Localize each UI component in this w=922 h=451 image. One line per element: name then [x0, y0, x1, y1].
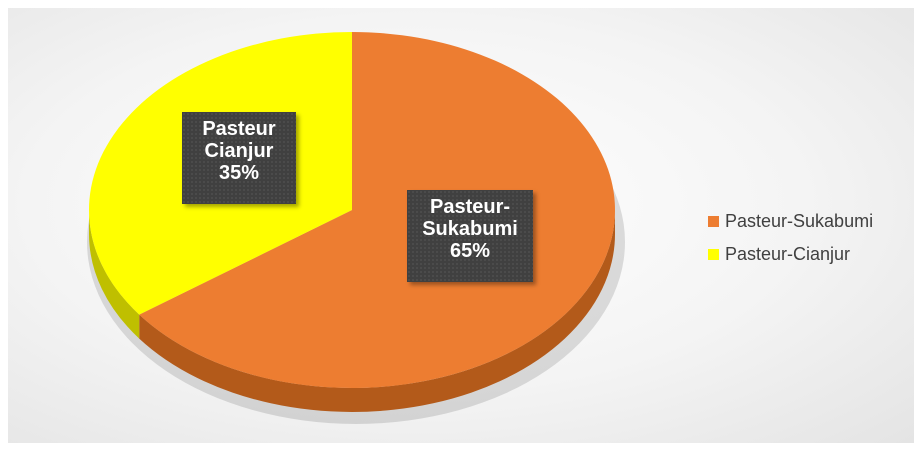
legend-swatch-cianjur	[708, 249, 719, 260]
data-label-cianjur-line-3: 35%	[218, 162, 260, 184]
data-label-sukabumi-line-3: 65%	[449, 240, 491, 262]
data-label-cianjur: Pasteur Cianjur 35%	[182, 112, 296, 204]
data-label-cianjur-line-2: Cianjur	[204, 140, 274, 162]
data-label-sukabumi-line-1: Pasteur-	[429, 196, 511, 218]
legend-label-cianjur: Pasteur-Cianjur	[725, 244, 851, 264]
pie-side-pasteur-sukabumi	[139, 210, 616, 413]
legend-swatch-sukabumi	[708, 216, 719, 227]
legend-label-sukabumi: Pasteur-Sukabumi	[725, 211, 874, 231]
data-label-cianjur-line-1: Pasteur	[202, 118, 276, 140]
pie-slice-pasteur-sukabumi	[139, 32, 615, 388]
data-label-sukabumi-line-2: Sukabumi	[422, 218, 518, 240]
pie-side-pasteur-cianjur	[88, 210, 140, 339]
legend: Pasteur-Sukabumi Pasteur-Cianjur	[708, 205, 873, 271]
data-label-sukabumi: Pasteur- Sukabumi 65%	[407, 190, 533, 282]
legend-item-cianjur: Pasteur-Cianjur	[708, 238, 873, 271]
legend-item-sukabumi: Pasteur-Sukabumi	[708, 205, 873, 238]
